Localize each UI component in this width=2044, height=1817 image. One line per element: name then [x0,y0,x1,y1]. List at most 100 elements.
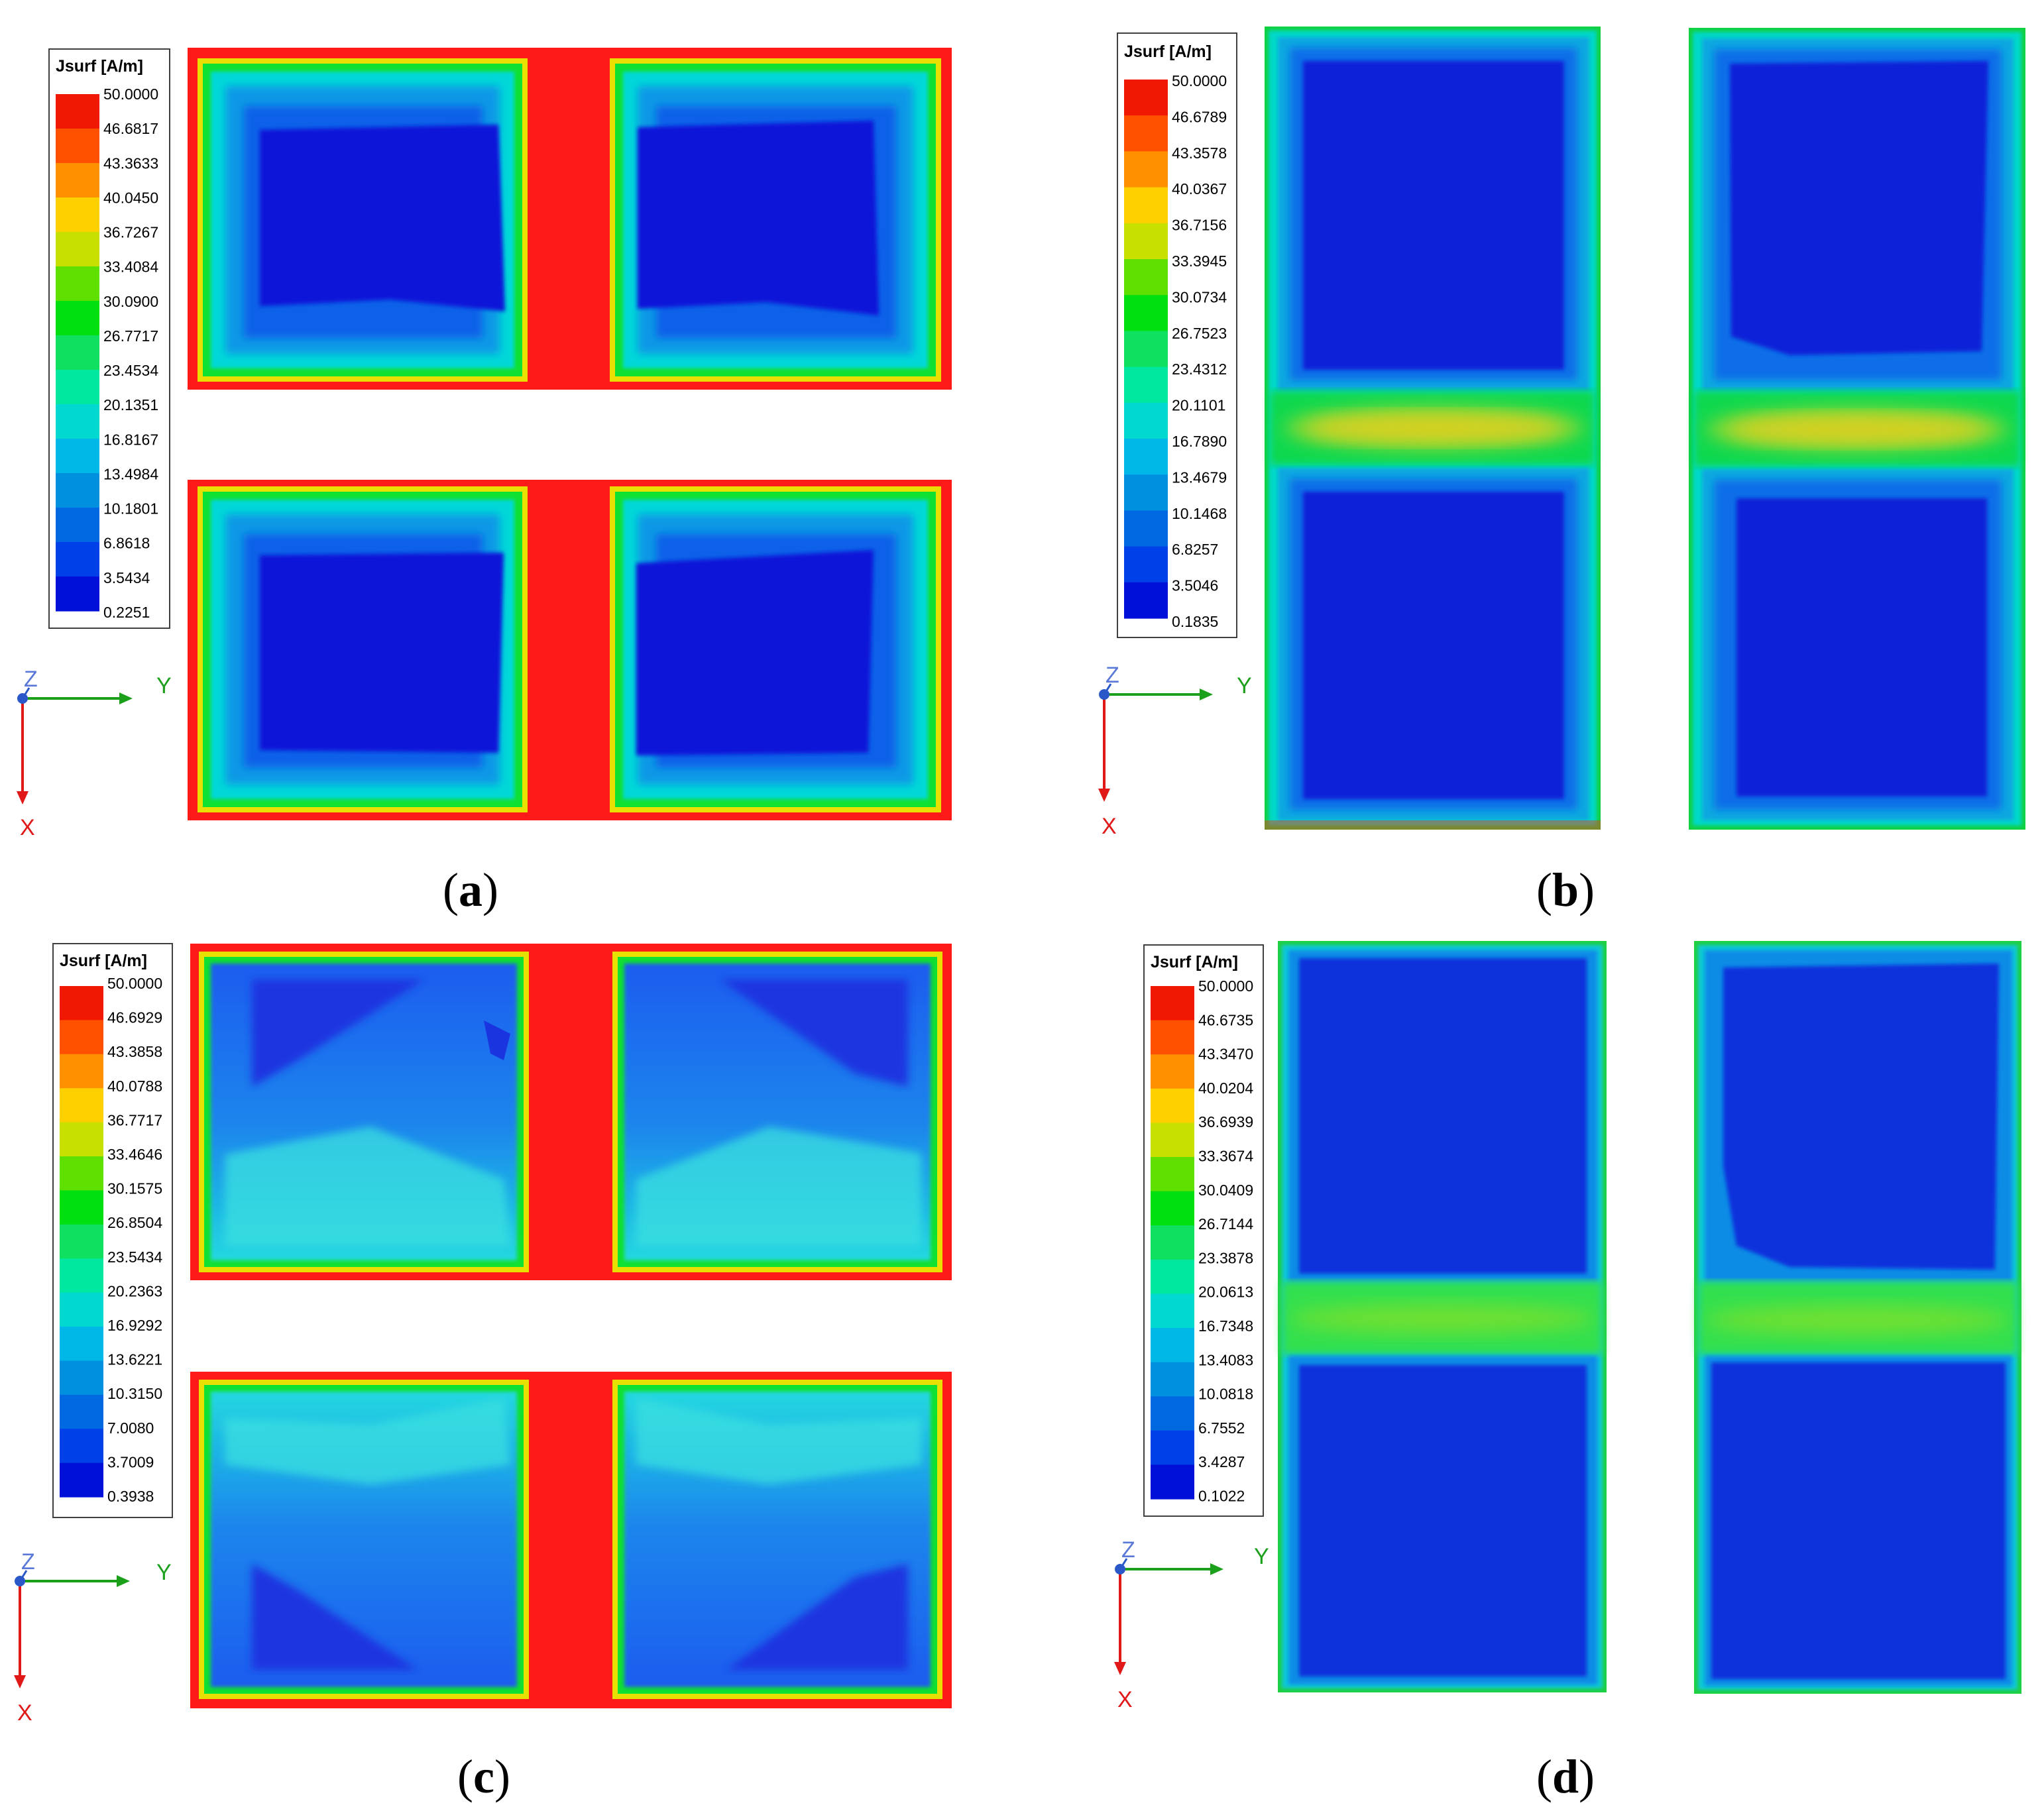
y-axis-arrowhead [119,692,133,704]
legend-value-label: 10.1468 [1172,505,1227,522]
x-axis-arrowhead [1098,789,1110,802]
legend-value-label: 16.9292 [107,1317,162,1334]
legend-value-label: 40.0367 [1172,180,1227,197]
coil-window-d-left-bottom [1288,1356,1597,1684]
legend-title: Jsurf [A/m] [56,57,143,76]
panel-b: Jsurf [A/m] 50.0000 46.6789 43.3578 40.0367… [1098,27,2025,839]
legend-title: Jsurf [A/m] [1124,42,1212,61]
legend-swatch [60,986,103,1020]
legend-swatch [1151,1088,1194,1123]
legend-swatch [60,1190,103,1225]
legend-value-label: 33.3674 [1198,1148,1253,1165]
legend-swatch [56,266,99,302]
legend-color-scale [1124,80,1168,619]
legend-value-label: 40.0204 [1198,1079,1253,1097]
x-axis-arrowhead [14,1675,26,1688]
legend-swatch [56,301,99,336]
legend-value-label: 10.0818 [1198,1386,1253,1403]
legend-value-label: 20.0613 [1198,1284,1253,1301]
legend-swatch [1151,1225,1194,1260]
coil-window-a-bottom-left [198,486,528,812]
legend-values: 50.0000 46.6929 43.3858 40.0788 36.7717 33.46… [107,975,162,1505]
legend-swatch [1124,187,1168,224]
caption-letter: b [1552,863,1579,916]
center-band-d-left [1282,1282,1603,1354]
z-axis-label: Z [21,1549,35,1574]
legend-value-label: 43.3470 [1198,1046,1253,1063]
legend-value-label: 33.3945 [1172,252,1227,270]
field-plate-d-left [1278,941,1607,1692]
legend-value-label: 20.1101 [1172,397,1225,414]
axis-triad-d: Z Y X [1114,1537,1269,1712]
legend-swatch [1151,1464,1194,1500]
y-axis-arrowhead [1210,1563,1223,1575]
axis-triad-c: Z Y X [14,1549,172,1726]
legend-value-label: 16.7890 [1172,433,1227,450]
legend-value-label: 23.3878 [1198,1249,1253,1266]
legend-value-label: 26.7523 [1172,325,1227,342]
coil-window-b-right-bottom [1702,469,2014,820]
legend-swatch [1151,1054,1194,1089]
legend-value-label: 20.2363 [107,1282,162,1299]
axis-triad-b: Z Y X [1098,663,1252,839]
legend-swatch [1151,1123,1194,1158]
legend-value-label: 16.7348 [1198,1317,1253,1335]
legend-value-label: 20.1351 [103,396,158,413]
legend-value-label: 43.3578 [1172,144,1227,162]
legend-swatch [1124,295,1168,331]
legend-value-label: 26.7717 [103,327,158,345]
legend-value-label: 30.0409 [1198,1182,1253,1199]
legend-value-label: 50.0000 [103,85,158,103]
legend-value-label: 50.0000 [1172,72,1227,89]
legend-swatch [56,197,99,233]
legend-value-label: 46.6929 [107,1009,162,1026]
legend-value-label: 3.5046 [1172,577,1218,594]
caption-letter: d [1552,1750,1579,1803]
legend-value-label: 26.8504 [107,1214,162,1231]
legend-color-scale [56,94,99,612]
legend-value-label: 36.6939 [1198,1113,1253,1130]
legend-c: Jsurf [A/m] 50.0000 46.6929 43.3858 40.0788… [52,943,173,1518]
legend-value-label: 36.7717 [107,1111,162,1129]
x-axis-label: X [17,1700,32,1726]
legend-swatch [1124,331,1168,368]
legend-swatch [1124,474,1168,511]
legend-swatch [56,508,99,543]
field-plate-b-left [1265,27,1601,830]
legend-swatch [56,129,99,164]
coil-window-a-top-right [610,58,941,382]
z-axis-dot [17,693,28,704]
legend-values: 50.0000 46.6735 43.3470 40.0204 36.6939 33.36… [1198,977,1253,1505]
legend-value-label: 46.6817 [103,120,158,137]
legend-value-label: 13.6221 [107,1351,162,1368]
coil-window-c-top-right [612,952,942,1272]
legend-value-label: 3.7009 [107,1453,154,1470]
legend-value-label: 40.0450 [103,189,158,206]
legend-title: Jsurf [A/m] [1151,953,1238,971]
legend-value-label: 0.1835 [1172,613,1218,630]
coil-window-c-top-left [199,952,529,1272]
x-axis-label: X [1117,1687,1133,1712]
legend-title: Jsurf [A/m] [60,952,147,970]
coil-window-b-left-bottom [1278,468,1589,820]
legend-a: Jsurf [A/m] 50.0000 46.6817 43.3633 40.0450… [48,48,170,629]
legend-value-label: 30.1575 [107,1180,162,1197]
legend-value-label: 43.3858 [107,1043,162,1060]
legend-swatch [1124,80,1168,116]
legend-value-label: 7.0080 [107,1419,154,1437]
y-axis-arrowhead [117,1575,130,1587]
legend-swatch [56,232,99,267]
legend-swatch [60,1462,103,1498]
caption-d: (d) [1536,1750,1595,1803]
caption-a: (a) [443,863,498,916]
legend-swatch [1124,582,1168,619]
legend-value-label: 43.3633 [103,154,158,172]
legend-swatch [60,1088,103,1123]
legend-swatch [60,1292,103,1327]
legend-swatch [1124,115,1168,152]
legend-swatch [60,1258,103,1294]
legend-value-label: 0.2251 [103,604,150,621]
z-axis-dot [1115,1564,1125,1574]
legend-swatch [56,439,99,474]
